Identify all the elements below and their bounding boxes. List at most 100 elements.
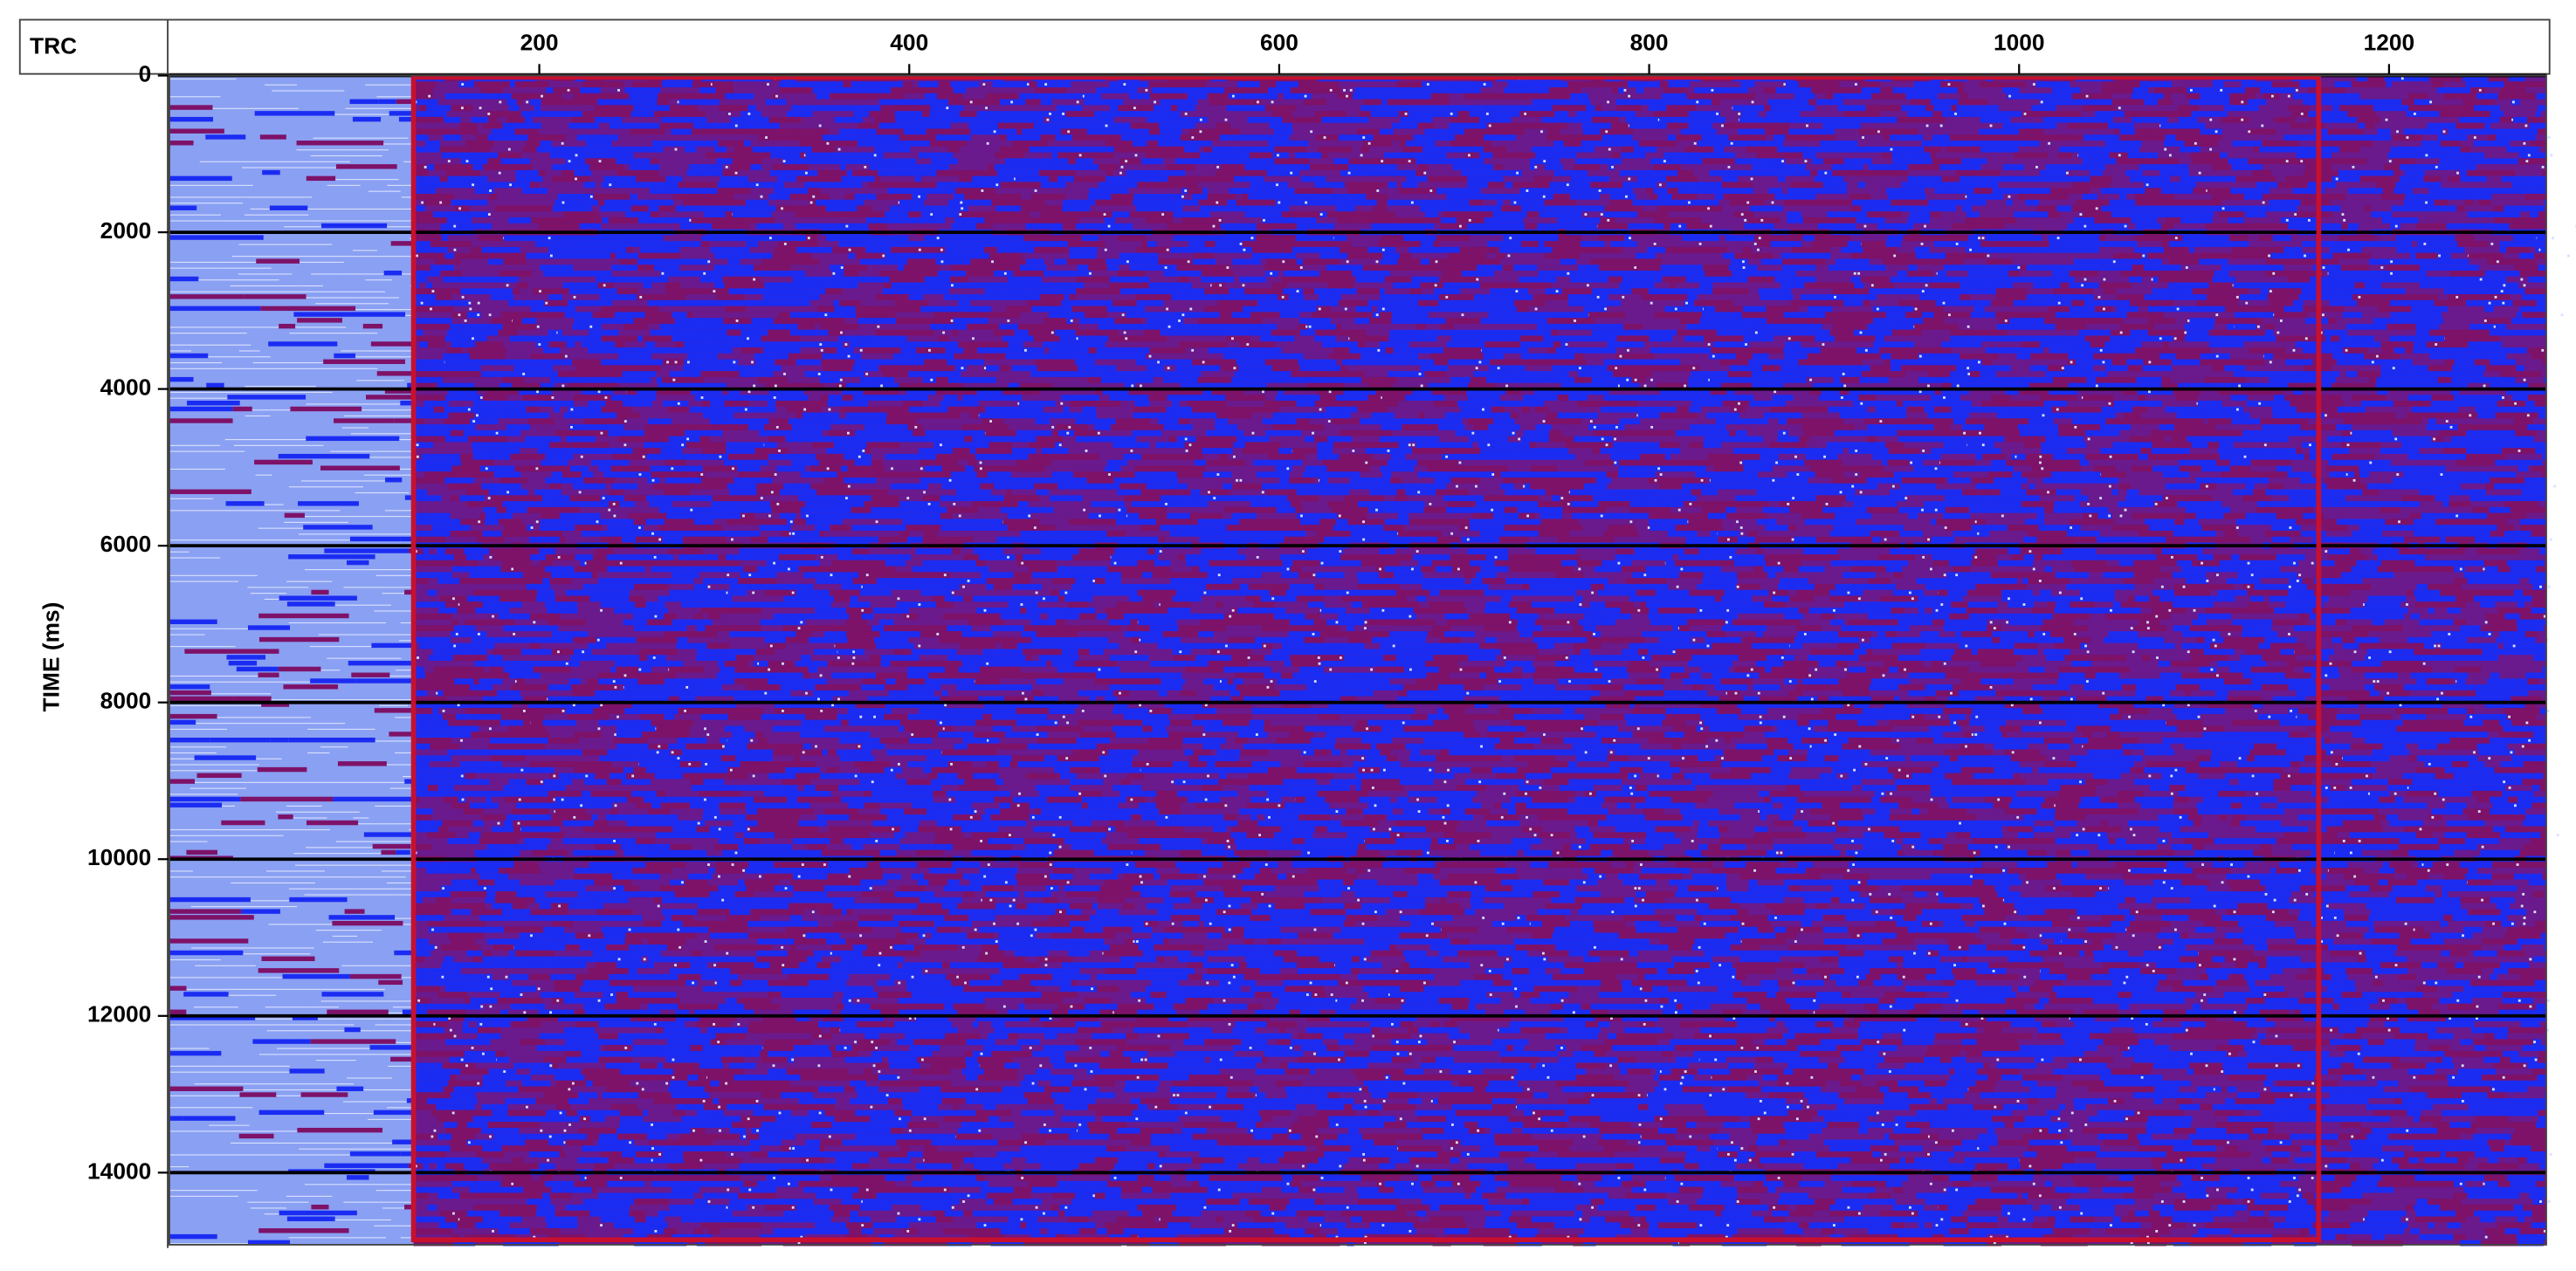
texture [1965,217,2006,223]
texture [1412,318,1446,324]
texture [753,406,776,413]
texture [1641,429,1676,436]
texture [2330,335,2339,342]
texture [580,406,602,413]
texture [1913,306,1944,313]
texture [1787,418,1813,425]
texture [685,429,723,436]
texture [1187,400,1227,407]
texture [775,94,778,98]
texture [2421,146,2435,153]
texture [869,182,888,189]
texture [1408,111,1442,117]
texture [2081,284,2084,287]
texture [1582,128,1601,135]
texture [2085,429,2120,436]
texture [1224,118,1228,121]
texture [841,152,851,159]
texture [529,99,541,106]
texture [880,223,888,230]
texture [1933,400,1972,407]
texture [1843,384,1847,388]
texture [2529,122,2546,129]
texture [637,265,655,271]
texture [1173,235,1214,242]
texture [1154,100,1156,104]
texture [1296,400,1315,407]
texture [2102,81,2140,88]
texture [1546,412,1558,419]
texture [1528,276,1557,283]
texture [1167,367,1170,370]
texture [2435,343,2438,346]
texture [908,241,945,247]
texture [1886,235,1904,242]
texture [1062,205,1091,212]
texture [2237,265,2249,271]
texture [2209,118,2213,121]
texture [1210,294,1218,300]
texture [1420,384,1423,388]
texture [855,252,885,259]
texture [1758,237,1761,240]
texture [1406,347,1443,354]
texture [2437,376,2452,383]
texture [1691,371,1698,377]
texture [383,271,403,276]
texture [1154,323,1161,330]
texture [853,111,870,117]
texture [2031,105,2044,112]
texture [802,312,816,319]
texture [1269,122,1292,129]
texture [1545,288,1562,295]
texture [710,122,725,129]
texture [1996,412,2032,419]
texture [169,344,251,346]
texture [2517,158,2546,165]
texture [2235,312,2275,319]
texture [1765,128,1789,135]
texture [656,388,675,395]
texture [830,93,859,100]
texture [2501,211,2520,218]
texture [2285,218,2289,222]
texture [1246,343,1250,346]
texture [1589,141,1630,147]
texture [2341,223,2348,230]
texture [1841,371,1862,377]
texture [2007,111,2022,117]
texture [840,406,878,413]
texture [1767,99,1809,106]
texture [1603,395,1625,401]
texture [947,376,961,383]
texture [2112,146,2139,153]
texture [1379,288,1385,295]
texture [2154,205,2166,212]
texture [1346,94,1348,98]
texture [1590,182,1622,189]
texture [1105,175,1112,182]
texture [2435,146,2461,153]
texture [2020,265,2027,271]
texture [880,105,892,112]
texture [1120,288,1146,295]
texture [1713,341,1743,348]
texture [1488,365,1526,372]
texture [1348,164,1367,170]
texture [1908,418,1943,425]
texture [1725,235,1740,242]
texture [534,241,567,247]
texture [1384,152,1393,159]
texture [2103,307,2105,311]
texture [1993,175,2022,182]
texture [847,431,850,435]
texture [2340,288,2375,295]
texture [1615,134,1633,141]
texture [2176,307,2180,311]
texture [1549,436,1574,443]
texture [1545,252,1561,259]
texture [979,412,1007,419]
texture [2161,223,2166,230]
texture [2493,325,2497,328]
texture [828,329,844,336]
